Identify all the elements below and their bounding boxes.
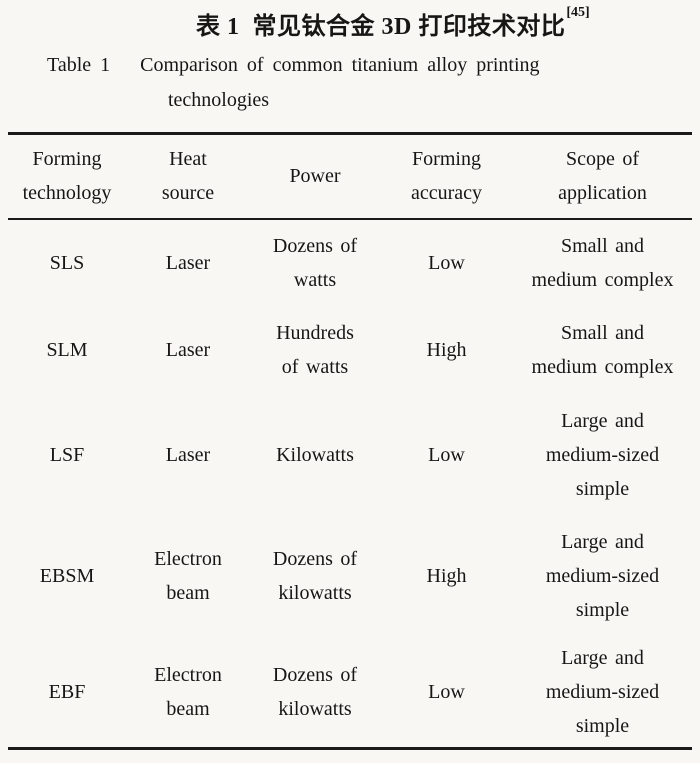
cell-line: medium complex — [531, 356, 674, 378]
cell-power: Dozens of kilowatts — [250, 637, 380, 749]
cell-line: simple — [575, 599, 630, 621]
cell-line: medium-sized — [545, 443, 660, 466]
cell-scope-of-application: Large and medium-sized simple — [513, 394, 692, 516]
cell-line: Small and — [560, 322, 645, 344]
header-forming-accuracy: Forming accuracy — [380, 134, 513, 219]
cell-line: High — [426, 339, 467, 361]
cell-line: SLS — [49, 252, 85, 274]
cell-line: Low — [428, 680, 465, 703]
citation-superscript: [45] — [566, 5, 590, 20]
cell-line: SLM — [46, 339, 88, 361]
cell-line: Kilowatts — [276, 443, 354, 466]
cell-forming-technology: EBF — [8, 637, 126, 749]
cell-line: Small and — [560, 235, 645, 257]
header-line: Scope of — [565, 148, 640, 171]
row-ebf: EBF Electron beam Dozens of kilowatts Lo… — [8, 637, 692, 749]
header-line: Power — [289, 165, 341, 188]
cell-heat-source: Electron beam — [126, 637, 250, 749]
cell-line: Large and — [561, 646, 644, 669]
header-line: technology — [22, 182, 112, 205]
cell-line: of watts — [281, 356, 349, 378]
cell-line: Laser — [165, 252, 211, 274]
cell-scope-of-application: Small and medium complex — [513, 219, 692, 307]
header-line: Heat — [169, 148, 207, 171]
header-heat-source: Heat source — [126, 134, 250, 219]
table-title-chinese: 表 1 常见钛合金 3D 打印技术对比[45] — [196, 5, 590, 41]
cell-power: Hundreds of watts — [250, 307, 380, 394]
cell-line: High — [426, 565, 467, 587]
cell-forming-technology: LSF — [8, 394, 126, 516]
cell-line: EBSM — [39, 565, 95, 587]
cell-line: Laser — [165, 443, 211, 466]
cell-forming-technology: EBSM — [8, 516, 126, 637]
cell-line: Large and — [561, 531, 644, 553]
cell-line: Dozens of — [272, 235, 358, 257]
cell-heat-source: Laser — [126, 307, 250, 394]
cell-line: medium complex — [531, 269, 674, 291]
cell-line: Hundreds — [276, 322, 354, 344]
header-line: Forming — [32, 148, 102, 171]
cell-line: kilowatts — [278, 697, 352, 720]
cell-scope-of-application: Small and medium complex — [513, 307, 692, 394]
cell-line: medium-sized — [545, 680, 660, 703]
header-power: Power — [250, 134, 380, 219]
header-line: accuracy — [410, 182, 483, 205]
cell-line: beam — [166, 582, 210, 604]
header-scope-of-application: Scope of application — [513, 134, 692, 219]
cell-scope-of-application: Large and medium-sized simple — [513, 516, 692, 637]
cell-line: beam — [166, 697, 210, 720]
cell-forming-accuracy: High — [380, 516, 513, 637]
header-row: Forming technology Heat source Power For… — [8, 134, 692, 219]
cell-line: simple — [575, 714, 630, 737]
header-line: application — [558, 182, 647, 205]
cell-line: Large and — [561, 409, 644, 432]
header-line: Forming — [412, 148, 481, 171]
cell-line: Dozens of — [272, 663, 358, 686]
cell-line: simple — [575, 477, 630, 500]
cell-forming-accuracy: High — [380, 307, 513, 394]
cell-line: Electron — [154, 548, 222, 570]
row-slm: SLM Laser Hundreds of watts High Small a… — [8, 307, 692, 394]
cell-line: Laser — [165, 339, 211, 361]
table-caption-text: Comparison of common titanium alloy prin… — [140, 54, 540, 76]
cell-forming-technology: SLS — [8, 219, 126, 307]
table-caption-english-line1: Table 1 Comparison of common titanium all… — [47, 54, 540, 77]
header-forming-technology: Forming technology — [8, 134, 126, 219]
row-lsf: LSF Laser Kilowatts Low Large and medium… — [8, 394, 692, 516]
table-number-cn: 表 1 — [196, 14, 240, 40]
cell-heat-source: Electron beam — [126, 516, 250, 637]
cell-power: Dozens of watts — [250, 219, 380, 307]
row-sls: SLS Laser Dozens of watts Low Small and … — [8, 219, 692, 307]
row-ebsm: EBSM Electron beam Dozens of kilowatts H… — [8, 516, 692, 637]
cell-line: medium-sized — [545, 565, 660, 587]
comparison-table: Forming technology Heat source Power For… — [8, 132, 692, 750]
cell-line: Low — [428, 443, 465, 466]
cell-line: Dozens of — [272, 548, 358, 570]
cell-forming-accuracy: Low — [380, 219, 513, 307]
cell-heat-source: Laser — [126, 394, 250, 516]
cell-heat-source: Laser — [126, 219, 250, 307]
table-number-en: Table 1 — [47, 54, 111, 76]
cell-power: Kilowatts — [250, 394, 380, 516]
cell-line: watts — [293, 269, 337, 291]
cell-line: EBF — [48, 680, 86, 703]
table-caption-english-line2: technologies — [168, 89, 270, 111]
cell-line: kilowatts — [278, 582, 352, 604]
table-title-cn-text: 常见钛合金 3D 打印技术对比 — [252, 14, 566, 40]
cell-forming-accuracy: Low — [380, 394, 513, 516]
header-line: source — [161, 182, 215, 205]
cell-scope-of-application: Large and medium-sized simple — [513, 637, 692, 749]
cell-forming-accuracy: Low — [380, 637, 513, 749]
cell-power: Dozens of kilowatts — [250, 516, 380, 637]
cell-line: Low — [428, 252, 465, 274]
cell-forming-technology: SLM — [8, 307, 126, 394]
cell-line: LSF — [49, 443, 85, 466]
cell-line: Electron — [154, 663, 222, 686]
